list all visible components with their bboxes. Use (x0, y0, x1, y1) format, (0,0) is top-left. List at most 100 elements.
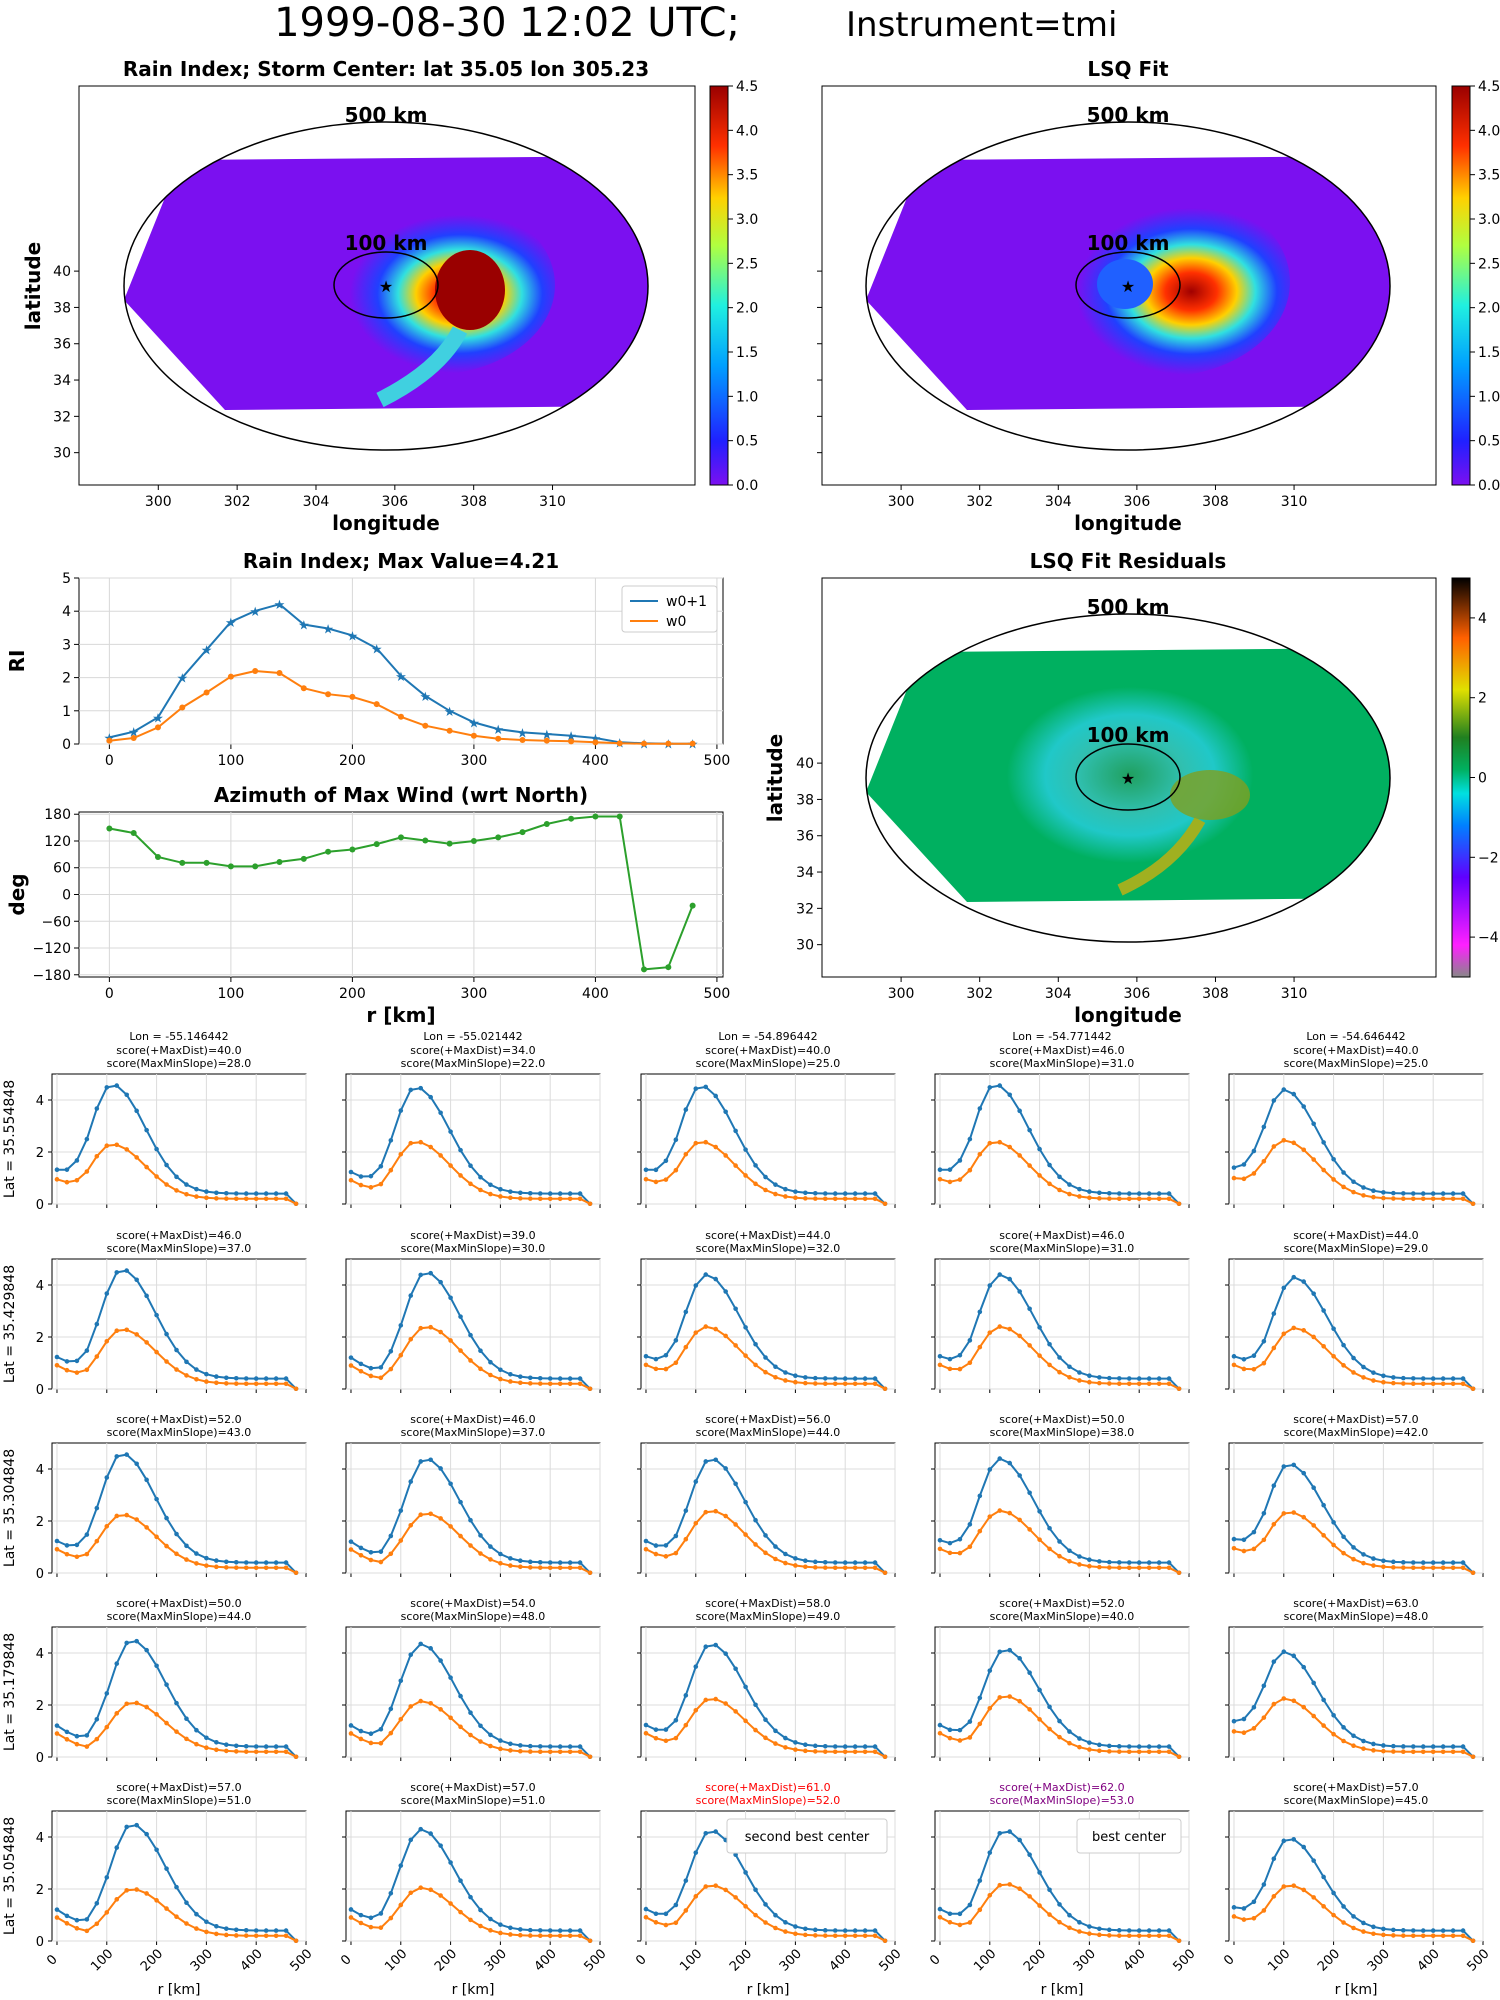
panel-r2c1-blue-point (567, 1560, 573, 1565)
rain-index-profile-series-1-point (422, 722, 429, 729)
panel-r4c4-xlabel: r [km] (1335, 1982, 1378, 1998)
panel-r4c3-orange-point (997, 1882, 1003, 1888)
panel-r2c0-blue-point (144, 1477, 149, 1483)
panel-r2c0-blue-point (104, 1475, 110, 1480)
panel-r1c3-blue-point (1077, 1370, 1082, 1375)
panel-r0c3-score-slope: score(MaxMinSlope)=31.0 (990, 1057, 1135, 1070)
panel-r4c3-blue-point (1146, 1928, 1152, 1933)
panel-r4c2-blue-point (683, 1878, 689, 1883)
panel-r3c2-blue-point (693, 1664, 699, 1669)
panel-r1c4-orange-point (1410, 1381, 1416, 1387)
map-a-xlabel: longitude (332, 511, 440, 535)
panel-r2c0-blue-point (84, 1532, 90, 1537)
panel-r4c2-orange-point (872, 1933, 878, 1939)
panel-r4c1-orange-point (358, 1920, 364, 1926)
panel-r0c0-blue-point (104, 1085, 110, 1090)
azimuth-profile-series-0-point (616, 813, 623, 820)
map-c-lat-tick-label: 34 (796, 865, 814, 881)
panel-r1c0-blue-point (204, 1371, 209, 1377)
map-a-lat-tick-label: 34 (53, 373, 71, 389)
panel-r1c0-blue-point (253, 1376, 259, 1381)
panel-r3c3-orange-point (1107, 1749, 1112, 1754)
panel-r2c3-blue-point (1037, 1509, 1042, 1514)
panel-r3c3-blue-point (957, 1727, 963, 1733)
map-c-lat-tick-label: 30 (796, 938, 814, 954)
map-c-lat-tick-label: 36 (796, 829, 814, 845)
map-c-colorbar (1451, 577, 1471, 978)
panel-r1c0-blue-point (224, 1375, 229, 1381)
panel-r3c0-orange-point (253, 1749, 259, 1755)
panel-r1c3-blue-point (1146, 1376, 1152, 1381)
panel-r1c0-orange-point (124, 1327, 130, 1333)
panel-r0c4-orange-point (1321, 1167, 1326, 1173)
panel-r3c2-orange-point (743, 1718, 748, 1724)
panel-r2c0-orange-point (144, 1525, 149, 1530)
panel-r1c3-blue-point (977, 1309, 983, 1315)
panel-r4c4-frame (1228, 1810, 1484, 1942)
panel-r0c0-orange-point (204, 1195, 209, 1201)
panel-r1c4-blue-point (1261, 1338, 1267, 1344)
colorbar-b-tick-label: 2.5 (1478, 256, 1500, 272)
panel-r2c2-orange-point (663, 1554, 669, 1559)
panel-r4c1-orange-point (388, 1915, 394, 1921)
panel-r2c0-ytick-label: 0 (36, 1567, 44, 1582)
panel-r4c0-orange-point (293, 1938, 299, 1944)
panel-r0c3-orange-point (1087, 1195, 1092, 1201)
panel-r1c0-orange-point (94, 1354, 100, 1359)
panel-r3c4-blue-point (1361, 1738, 1366, 1744)
panel-r1c0-blue-point (74, 1358, 80, 1364)
panel-r3c3-blue-point (1116, 1744, 1122, 1749)
panel-r4c4-blue-point (1391, 1927, 1396, 1933)
panel-r2c0-orange-point (74, 1554, 80, 1560)
panel-r3c4-orange-point (1311, 1713, 1316, 1719)
panel-r1c1-blue-point (418, 1272, 424, 1278)
panel-r3c1-blue-point (468, 1710, 473, 1715)
panel-r0c2-orange-point (643, 1176, 649, 1182)
panel-r4c1-orange-point (557, 1933, 563, 1939)
panel-r0c2-orange-point (723, 1153, 728, 1158)
panel-r1c2-orange-point (763, 1369, 768, 1375)
panel-r3c2-blue-point (683, 1693, 689, 1698)
rain-index-profile-series-1-point (203, 689, 210, 696)
panel-r2c4-orange-point (1420, 1565, 1426, 1571)
panel-r0c2-blue-point (673, 1137, 679, 1143)
panel-r0c0-orange-point (253, 1196, 259, 1202)
panel-r1c3-blue-point (997, 1272, 1003, 1277)
panel-r2c3-orange-point (1077, 1562, 1082, 1567)
panel-r3c0-score-maxdist: score(+MaxDist)=50.0 (116, 1597, 241, 1610)
panel-r2c2-blue-point (753, 1517, 758, 1523)
panel-r0c0-blue-point (64, 1167, 70, 1172)
panel-r0c0-blue-point (214, 1190, 219, 1196)
panel-r2c1-orange-point (527, 1565, 533, 1570)
panel-r3c2-blue-point (813, 1743, 818, 1749)
panel-r3c2-orange-point (763, 1735, 768, 1741)
rain-index-profile-ytick-label: 5 (62, 571, 71, 587)
panel-r0c3-orange-point (947, 1179, 953, 1185)
panel-r0c3-orange-point (997, 1139, 1003, 1145)
panel-r0c4-blue-point (1331, 1156, 1336, 1162)
panel-r4c0-blue-point (114, 1845, 120, 1850)
panel-r1c2-orange-point (862, 1381, 868, 1387)
panel-r3c0-blue-point (194, 1727, 199, 1733)
panel-r0c4-orange-point (1301, 1147, 1307, 1153)
panel-r2c1-blue-point (577, 1560, 583, 1565)
panel-r3c2-orange-point (872, 1749, 878, 1755)
panel-r1c1-orange-point (368, 1373, 374, 1379)
panel-r1c3-blue-point (1097, 1375, 1102, 1380)
panel-r0c1-blue-point (518, 1190, 523, 1196)
panel-r1c3-blue-point (937, 1353, 943, 1359)
colorbar-b-tick-label: 1.0 (1478, 389, 1500, 405)
panel-r4c3-orange-point (1166, 1933, 1172, 1939)
panel-r1c4-orange-point (1430, 1381, 1436, 1387)
map-b-lon-tick-label: 310 (1281, 494, 1308, 510)
panel-r3c2-blue-point (842, 1744, 848, 1749)
map-c-xlabel: longitude (1074, 1003, 1182, 1027)
panel-r0c1-blue-point (577, 1191, 583, 1196)
panel-r3c1-blue-point (567, 1744, 573, 1749)
panel-r4c3-orange-point (937, 1914, 943, 1920)
panel-r1c2-blue-point (842, 1376, 848, 1381)
panel-r1c0-orange-point (204, 1379, 209, 1384)
panel-r1c4-blue-point (1311, 1291, 1316, 1296)
panel-r1c0-ytick-label: 2 (36, 1331, 44, 1346)
ring-100km-label-b: 100 km (1087, 231, 1170, 255)
